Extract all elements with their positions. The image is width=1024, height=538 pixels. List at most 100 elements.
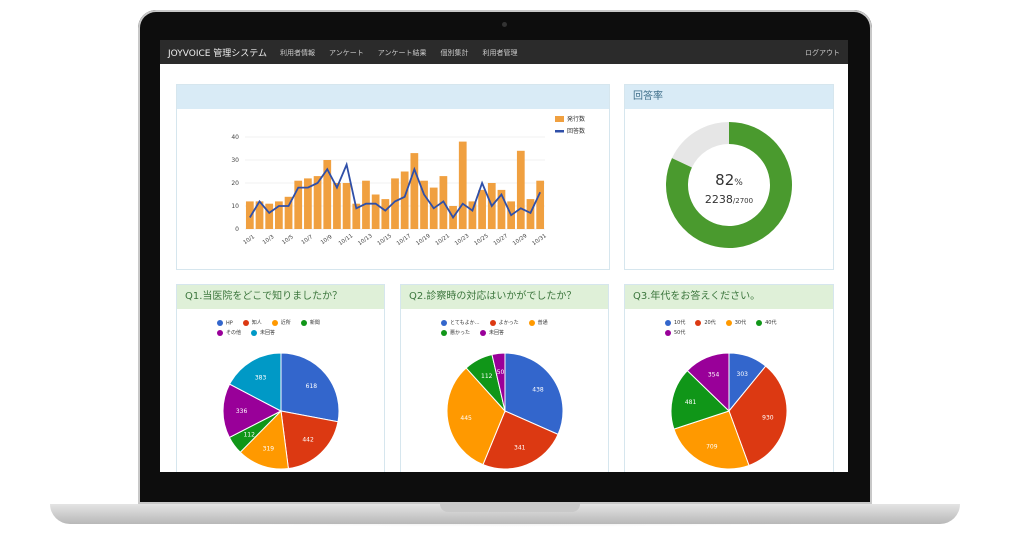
- legend-item: 近所: [271, 319, 291, 326]
- legend-swatch: [555, 116, 564, 122]
- pie-slice: [728, 365, 788, 467]
- y-tick-label: 0: [235, 226, 239, 233]
- nav-item-individual-totals[interactable]: 個別集計: [440, 49, 469, 57]
- rate-fraction: 2238/2700: [705, 193, 753, 206]
- pie-slice: [222, 383, 283, 439]
- legend-dot: [695, 319, 702, 326]
- legend-dot: [528, 319, 535, 326]
- pie-slice-label: 445: [460, 415, 472, 422]
- legend-label: 近所: [280, 320, 291, 326]
- q1-legend: HP 知人 近所 新聞その他 未回答: [177, 319, 384, 339]
- legend-label: 悪かった: [450, 330, 471, 336]
- pie-slice: [280, 352, 340, 423]
- x-tick-label: 10/31: [531, 233, 547, 247]
- response-rate-panel: 回答率 82% 2238/2700: [624, 84, 834, 270]
- bar-issued: [275, 201, 283, 229]
- q3-panel: Q3.年代をお答えください。 10代 20代 30代 40代 50代 303 930 709…: [624, 284, 834, 472]
- pie-slice-label: 341: [514, 445, 526, 452]
- legend-label: 40代: [765, 320, 777, 326]
- x-tick-label: 10/13: [357, 233, 374, 247]
- legend-dot: [271, 319, 278, 326]
- laptop-base: [50, 504, 960, 524]
- q2-title: Q2.診察時の対応はいかがでしたか？: [401, 285, 608, 309]
- pie-slice-label: 303: [737, 371, 749, 378]
- logout-link[interactable]: ログアウト: [805, 49, 840, 57]
- nav-item-user-management[interactable]: 利用者管理: [482, 49, 518, 57]
- legend-item: 新聞: [300, 319, 320, 326]
- q3-pie-chart: 303 930 709 481 354: [670, 352, 788, 470]
- pie-slice: [491, 352, 506, 412]
- bar-issued: [245, 201, 254, 229]
- line-answered: [249, 161, 541, 220]
- bar-issued: [468, 201, 477, 229]
- pie-slice-label: 112: [243, 431, 255, 438]
- legend-label: 未回答: [489, 330, 505, 336]
- response-rate-title: 回答率: [625, 85, 833, 109]
- legend-label: 未回答: [260, 330, 276, 336]
- navbar: JOYVOICE 管理システム 利用者情報 アンケート アンケート結果 個別集計…: [160, 40, 848, 64]
- pie-slice: [482, 410, 559, 470]
- pie-slice-label: 930: [762, 415, 774, 422]
- legend-item: 50代: [665, 329, 685, 336]
- pie-slice-label: 336: [236, 408, 248, 415]
- nav-item-user-info[interactable]: 利用者情報: [280, 49, 315, 57]
- pie-slice-label: 442: [302, 437, 314, 444]
- y-tick-label: 20: [231, 180, 239, 187]
- bar-issued: [497, 189, 506, 229]
- x-tick-label: 10/23: [454, 233, 471, 247]
- pie-slice: [673, 410, 750, 470]
- legend-item: 20代: [695, 319, 716, 326]
- pie-slice-label: 354: [708, 372, 720, 379]
- legend-item: 知人: [242, 319, 262, 326]
- nav-menu: 利用者情報 アンケート アンケート結果 個別集計 利用者管理: [280, 48, 517, 58]
- camera-icon: [502, 22, 507, 27]
- x-tick-label: 10/29: [512, 233, 529, 247]
- legend-dot: [441, 319, 447, 326]
- bar-issued: [265, 203, 274, 229]
- nav-item-survey-results[interactable]: アンケート結果: [377, 49, 427, 57]
- bar-issued: [381, 199, 390, 229]
- legend-dot: [665, 329, 671, 336]
- bar-issued: [516, 150, 525, 229]
- pie-slice: [446, 367, 506, 466]
- bar-issued: [371, 194, 380, 229]
- rate-answered: 2238: [705, 193, 733, 206]
- bar-issued: [536, 180, 545, 229]
- legend-label: 新聞: [309, 320, 320, 326]
- legend-label: 30代: [734, 320, 747, 326]
- daily-chart-header: [177, 85, 609, 109]
- bar-issued: [420, 180, 428, 229]
- pie-slice: [686, 352, 730, 413]
- screen: JOYVOICE 管理システム 利用者情報 アンケート アンケート結果 個別集計…: [160, 40, 848, 472]
- q1-pie-chart: 618 442 319 112 336 383: [222, 352, 340, 470]
- legend-dot: [217, 329, 223, 336]
- pie-slice-label: 50: [497, 369, 505, 376]
- legend-label: とてもよか…: [450, 320, 480, 326]
- legend-label: 普通: [537, 320, 548, 326]
- x-tick-label: 10/5: [281, 234, 295, 246]
- y-tick-label: 40: [231, 134, 239, 141]
- legend-dot: [665, 319, 671, 326]
- pie-slice: [280, 410, 339, 470]
- bar-issued: [313, 176, 322, 229]
- pie-slice: [504, 352, 564, 436]
- legend-dot: [725, 319, 732, 326]
- x-tick-label: 10/9: [320, 234, 334, 246]
- legend-item: HP: [217, 319, 233, 326]
- legend-item: とてもよか…: [441, 319, 480, 326]
- bar-issued: [294, 180, 303, 229]
- legend-label: 20代: [704, 320, 716, 326]
- x-tick-label: 10/7: [301, 234, 315, 246]
- response-rate-donut: 82%2238/2700: [666, 122, 792, 248]
- rate-total: /2700: [733, 197, 753, 205]
- pie-slice-label: 383: [255, 374, 267, 381]
- brand-title[interactable]: JOYVOICE 管理システム: [168, 49, 268, 59]
- x-tick-label: 10/21: [435, 233, 451, 247]
- legend-label: 発行数: [567, 115, 585, 123]
- nav-item-survey[interactable]: アンケート: [329, 49, 364, 57]
- pie-slice-label: 112: [481, 373, 493, 380]
- daily-chart-panel: 0 10 20 30 40 10/1 10/3 10/5 10/7 10/9 10/11 10/13 1…: [176, 84, 610, 270]
- legend-label: 50代: [674, 330, 686, 336]
- legend-label: よかった: [498, 320, 519, 326]
